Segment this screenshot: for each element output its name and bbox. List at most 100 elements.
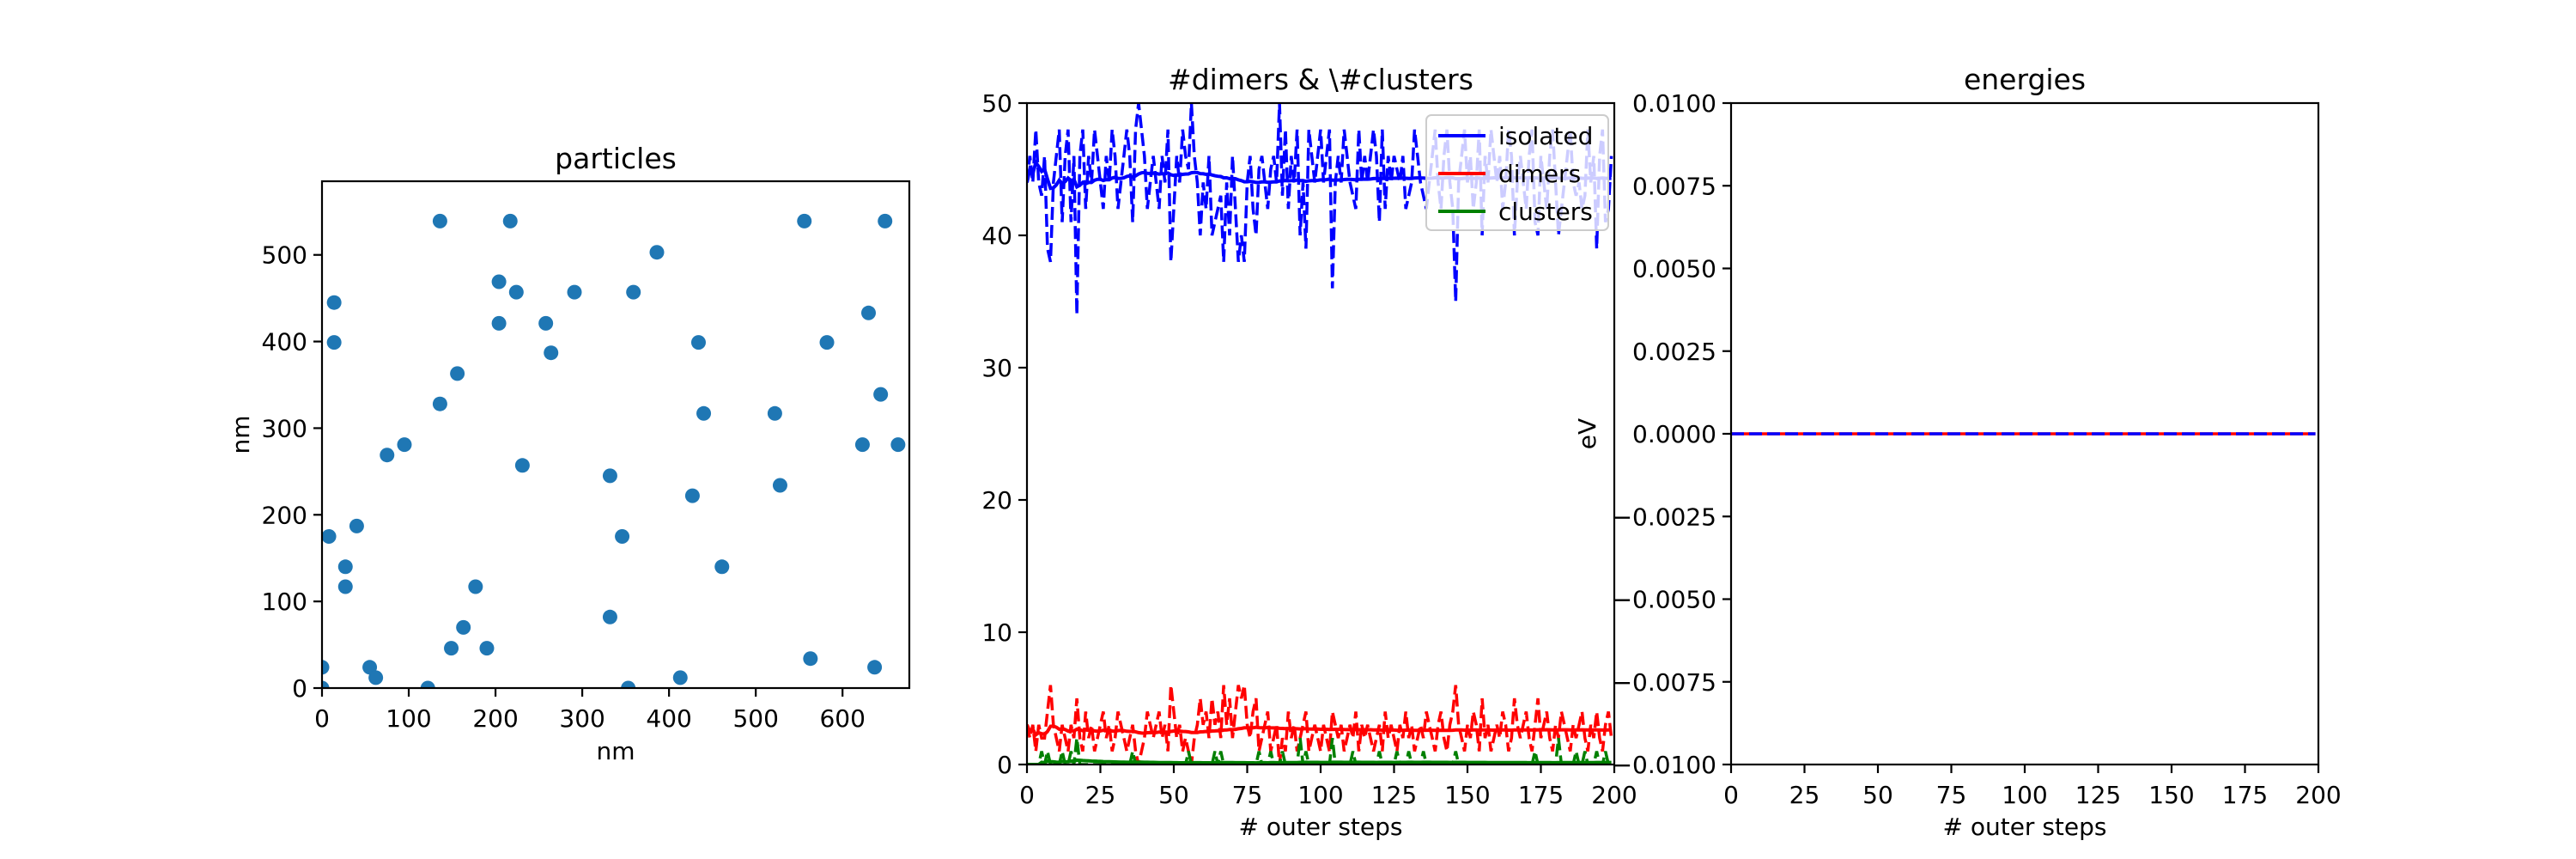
dimers-clusters-ytick-label: 0 <box>997 751 1012 779</box>
particle-point <box>819 335 835 350</box>
particle-point <box>615 529 630 545</box>
energies-ylabel: eV <box>1573 418 1601 449</box>
particle-point <box>456 619 471 635</box>
energies-xtick-label: 50 <box>1862 781 1893 809</box>
particles-ytick-label: 300 <box>262 414 307 442</box>
dimers-clusters-title: #dimers & \#clusters <box>1168 63 1473 96</box>
particle-point <box>696 405 712 421</box>
particle-point <box>867 660 883 675</box>
dimers-clusters-xtick-label: 125 <box>1371 781 1417 809</box>
dimers-mean-line <box>1027 723 1612 738</box>
dimers-clusters-ytick-label: 20 <box>981 486 1012 515</box>
particles-xtick-label: 500 <box>732 704 778 733</box>
particles-frame <box>320 180 911 690</box>
energies-xtick-label: 175 <box>2222 781 2268 809</box>
dimers-clusters-xtick-label: 175 <box>1518 781 1564 809</box>
particle-point <box>602 468 617 484</box>
energies-axes: energies # outer steps eV 0 25 50 75 100 125 1… <box>1573 63 2342 841</box>
particle-point <box>544 345 559 361</box>
particle-point <box>397 437 412 453</box>
particles-xtick-label: 600 <box>819 704 865 733</box>
particles-ytick-label: 100 <box>262 588 307 616</box>
particle-point <box>432 213 447 228</box>
particle-point <box>508 284 524 300</box>
particle-point <box>567 284 582 300</box>
dimers-series-line <box>1027 685 1613 765</box>
particle-point <box>772 478 787 493</box>
particle-point <box>767 405 782 421</box>
particles-xtick-label: 400 <box>646 704 691 733</box>
particles-xtick-label: 0 <box>314 704 330 733</box>
dimers-clusters-xlabel: # outer steps <box>1238 813 1402 841</box>
dimers-clusters-xtick-label: 150 <box>1444 781 1490 809</box>
particles-title: particles <box>555 142 677 175</box>
dimers-clusters-ytick-label: 50 <box>981 89 1012 118</box>
particle-point <box>690 335 706 350</box>
legend: isolated dimers clusters <box>1425 114 1609 231</box>
energies-xtick-label: 75 <box>1936 781 1967 809</box>
particles-ytick-label: 0 <box>292 674 307 703</box>
particles-ytick-label: 500 <box>262 241 307 270</box>
energies-ytick-label: 0.0000 <box>1632 420 1716 448</box>
energies-ytick-label: −0.0050 <box>1613 586 1716 614</box>
particles-points <box>322 213 906 688</box>
energies-ytick-label: 0.0100 <box>1632 89 1716 118</box>
energies-xtick-label: 25 <box>1789 781 1820 809</box>
particles-xtick-label: 200 <box>472 704 518 733</box>
energies-ytick-label: −0.0025 <box>1613 503 1716 531</box>
dimers-clusters-axes: #dimers & \#clusters # outer steps isola… <box>981 63 1637 841</box>
energies-xtick-label: 125 <box>2075 781 2121 809</box>
energies-xtick-label: 0 <box>1723 781 1739 809</box>
particle-point <box>337 579 353 594</box>
particle-point <box>803 651 818 667</box>
dimers-clusters-xtick-label: 100 <box>1297 781 1343 809</box>
particle-point <box>468 579 483 594</box>
particle-point <box>349 518 364 533</box>
particle-point <box>890 437 906 453</box>
particle-point <box>322 680 330 688</box>
legend-label-clusters: clusters <box>1498 198 1593 226</box>
energies-ytick-label: 0.0025 <box>1632 338 1716 366</box>
dimers-clusters-xtick-label: 200 <box>1591 781 1637 809</box>
energies-xtick-label: 100 <box>2002 781 2047 809</box>
dimers-clusters-xtick-label: 25 <box>1085 781 1116 809</box>
energies-ytick-label: 0.0075 <box>1632 172 1716 200</box>
particle-point <box>420 680 435 688</box>
particle-point <box>626 284 641 300</box>
energies-xlabel: # outer steps <box>1942 813 2106 841</box>
energies-title: energies <box>1964 63 2086 96</box>
particles-xtick-label: 300 <box>559 704 605 733</box>
particle-point <box>878 213 893 228</box>
particle-point <box>326 295 342 310</box>
particle-point <box>491 315 507 331</box>
clusters-mean-line <box>1027 758 1612 765</box>
particle-point <box>854 437 870 453</box>
legend-label-dimers: dimers <box>1498 160 1581 188</box>
particle-point <box>797 213 812 228</box>
dimers-clusters-xtick-label: 50 <box>1158 781 1189 809</box>
legend-box <box>1425 114 1609 231</box>
particle-point <box>649 245 665 260</box>
energies-ytick-label: −0.0075 <box>1613 668 1716 697</box>
dimers-clusters-ytick-label: 40 <box>981 222 1012 250</box>
energies-ytick-label: 0.0050 <box>1632 255 1716 283</box>
particle-point <box>479 641 495 656</box>
particles-ylabel: nm <box>227 415 255 454</box>
particle-point <box>326 335 342 350</box>
particle-point <box>538 315 554 331</box>
particle-point <box>672 670 688 685</box>
particles-ytick-label: 400 <box>262 328 307 356</box>
particle-point <box>450 366 465 381</box>
energies-ytick-label: −0.0100 <box>1613 751 1716 779</box>
particle-point <box>322 529 337 545</box>
particles-xlabel: nm <box>596 737 635 765</box>
particle-point <box>714 559 730 575</box>
particle-point <box>861 305 877 320</box>
particle-point <box>432 396 447 411</box>
particles-ytick-label: 200 <box>262 501 307 529</box>
particles-xtick-label: 100 <box>386 704 431 733</box>
particle-point <box>621 680 636 688</box>
energies-xtick-label: 150 <box>2148 781 2194 809</box>
dimers-clusters-xtick-label: 0 <box>1019 781 1035 809</box>
